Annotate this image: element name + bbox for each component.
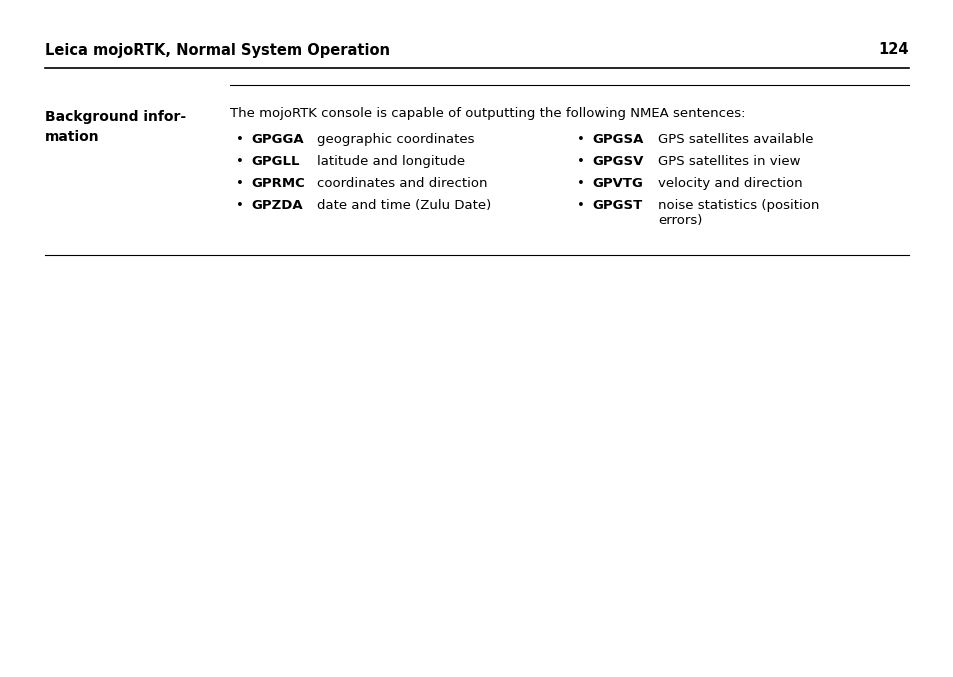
Text: •: • bbox=[577, 133, 584, 146]
Text: GPS satellites in view: GPS satellites in view bbox=[658, 155, 800, 168]
Text: geographic coordinates: geographic coordinates bbox=[316, 133, 474, 146]
Text: GPGSA: GPGSA bbox=[592, 133, 643, 146]
Text: GPGST: GPGST bbox=[592, 199, 642, 212]
Text: •: • bbox=[235, 155, 243, 168]
Text: GPVTG: GPVTG bbox=[592, 177, 642, 190]
Text: •: • bbox=[577, 199, 584, 212]
Text: GPGGA: GPGGA bbox=[251, 133, 303, 146]
Text: •: • bbox=[235, 133, 243, 146]
Text: latitude and longitude: latitude and longitude bbox=[316, 155, 464, 168]
Text: noise statistics (position
errors): noise statistics (position errors) bbox=[658, 199, 819, 227]
Text: mation: mation bbox=[45, 130, 99, 144]
Text: Leica mojoRTK, Normal System Operation: Leica mojoRTK, Normal System Operation bbox=[45, 43, 390, 58]
Text: coordinates and direction: coordinates and direction bbox=[316, 177, 487, 190]
Text: GPGLL: GPGLL bbox=[251, 155, 299, 168]
Text: GPGSV: GPGSV bbox=[592, 155, 643, 168]
Text: •: • bbox=[577, 177, 584, 190]
Text: 124: 124 bbox=[878, 43, 908, 58]
Text: The mojoRTK console is capable of outputting the following NMEA sentences:: The mojoRTK console is capable of output… bbox=[230, 107, 744, 120]
Text: •: • bbox=[235, 199, 243, 212]
Text: GPRMC: GPRMC bbox=[251, 177, 304, 190]
Text: date and time (Zulu Date): date and time (Zulu Date) bbox=[316, 199, 491, 212]
Text: •: • bbox=[577, 155, 584, 168]
Text: GPS satellites available: GPS satellites available bbox=[658, 133, 813, 146]
Text: Background infor-: Background infor- bbox=[45, 110, 186, 124]
Text: GPZDA: GPZDA bbox=[251, 199, 302, 212]
Text: •: • bbox=[235, 177, 243, 190]
Text: velocity and direction: velocity and direction bbox=[658, 177, 802, 190]
